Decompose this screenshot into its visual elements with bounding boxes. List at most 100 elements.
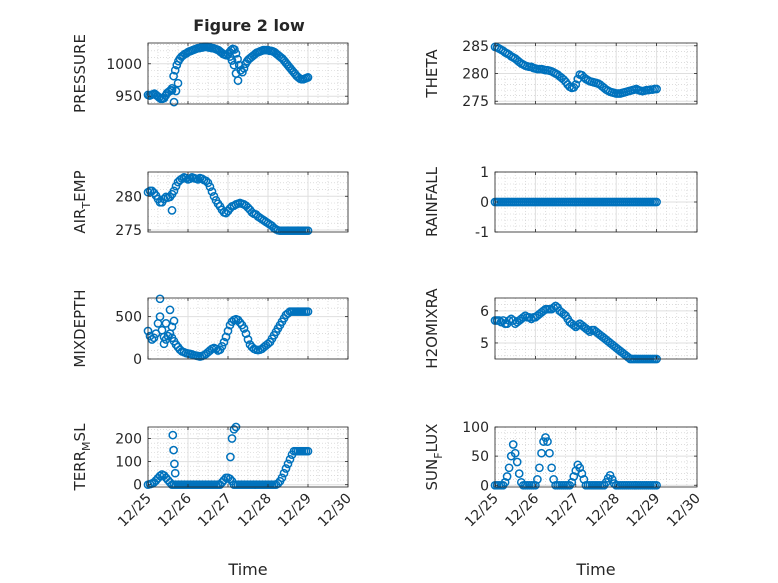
data-point <box>235 318 245 327</box>
data-point <box>168 430 178 440</box>
data-point <box>514 469 524 478</box>
panel-air-temp: 275 280 AIRTEMP <box>71 170 349 239</box>
data-point <box>169 71 178 81</box>
data-point <box>170 468 180 478</box>
data-point <box>173 78 183 88</box>
y-tick-label: 6 <box>480 304 489 320</box>
data-point <box>500 477 510 487</box>
data-point <box>303 73 313 82</box>
data-point <box>303 226 313 236</box>
y-tick-label: 100 <box>462 420 489 436</box>
y-tick-label: 280 <box>462 67 489 83</box>
data-point <box>281 464 291 473</box>
axes-box <box>147 297 349 360</box>
y-axis-label: H2OMIXRA <box>423 288 441 369</box>
data-point <box>502 472 512 481</box>
data-point <box>170 65 180 75</box>
x-tick-label: 12/27 <box>543 491 583 531</box>
data-point <box>543 437 552 446</box>
y-axis-label: SUNFLUX <box>423 424 445 491</box>
panel-rainfall: -1 0 1 RAINFALL <box>423 165 698 241</box>
grid <box>147 427 349 487</box>
panel-terr-msl: 0 100 200 TERRMSL 12/25 12/26 12/27 12/28 12/29 1… <box>71 422 355 579</box>
panel-pressure: 950 1000 PRESSURE <box>71 34 349 113</box>
data-point <box>226 452 235 462</box>
data-point <box>171 86 181 96</box>
data-point <box>569 320 579 330</box>
data-point <box>227 434 237 443</box>
data-point <box>277 473 287 483</box>
y-tick-label: 500 <box>115 310 142 326</box>
grid <box>494 43 698 104</box>
x-tick-label: 12/29 <box>275 491 315 531</box>
data-point <box>571 80 581 89</box>
x-tick-label: 12/28 <box>583 491 623 531</box>
y-tick-label: 275 <box>115 223 142 239</box>
data-point <box>518 312 528 322</box>
data-point <box>567 477 577 487</box>
data-point <box>652 197 661 207</box>
data-point <box>539 437 548 446</box>
series-air-temp <box>143 173 313 236</box>
data-point <box>239 324 249 333</box>
data-point <box>652 84 661 94</box>
data-point <box>537 448 546 458</box>
y-tick-label: 200 <box>115 432 142 448</box>
y-axis-label: MIXDEPTH <box>71 289 89 367</box>
data-point <box>569 472 579 481</box>
data-point <box>303 446 313 456</box>
y-tick-label: 0 <box>133 352 142 368</box>
y-tick-label: 0 <box>480 195 489 211</box>
axes-box <box>147 42 349 105</box>
data-point <box>170 459 179 469</box>
data-point <box>547 463 556 473</box>
data-point <box>583 325 593 335</box>
axes-box <box>147 426 349 488</box>
y-tick-label: 950 <box>115 89 142 105</box>
y-tick-label: 5 <box>480 336 489 352</box>
data-point <box>207 187 217 196</box>
x-tick-label: 12/30 <box>315 491 355 531</box>
y-tick-label: 0 <box>480 478 489 494</box>
data-point <box>539 306 548 316</box>
data-point <box>169 186 179 196</box>
series-rainfall <box>490 197 661 207</box>
data-point <box>585 327 595 337</box>
data-point <box>605 470 615 480</box>
x-tick-label: 12/29 <box>624 491 664 531</box>
grid <box>494 426 698 487</box>
x-tick-label: 12/25 <box>115 491 155 531</box>
x-tick-label: 12/27 <box>195 491 235 531</box>
axes-box <box>494 426 698 488</box>
data-point <box>233 76 243 85</box>
y-tick-label: -1 <box>475 225 489 241</box>
data-point <box>201 176 211 186</box>
data-point <box>283 459 293 469</box>
data-point <box>167 322 177 332</box>
data-point <box>219 337 229 347</box>
data-point <box>225 474 235 484</box>
data-point <box>230 45 239 54</box>
data-point <box>512 457 522 467</box>
data-point <box>524 312 534 322</box>
data-point <box>169 97 179 107</box>
data-point <box>227 56 237 65</box>
y-tick-label: 50 <box>471 449 489 465</box>
data-point <box>159 339 169 349</box>
data-point <box>283 308 293 318</box>
data-point <box>504 463 514 473</box>
y-tick-label: 0 <box>133 478 142 494</box>
x-axis-label: Time <box>227 560 267 579</box>
panel-h2omixra: 5 6 H2OMIXRA <box>423 288 698 369</box>
y-axis-label: RAINFALL <box>423 166 441 237</box>
data-point <box>545 448 554 458</box>
data-point <box>239 63 249 73</box>
data-point <box>533 475 542 484</box>
data-point <box>149 333 159 343</box>
data-point <box>285 454 295 464</box>
data-point <box>163 331 173 341</box>
y-tick-label: 1000 <box>106 57 142 73</box>
axes-box <box>147 171 349 233</box>
